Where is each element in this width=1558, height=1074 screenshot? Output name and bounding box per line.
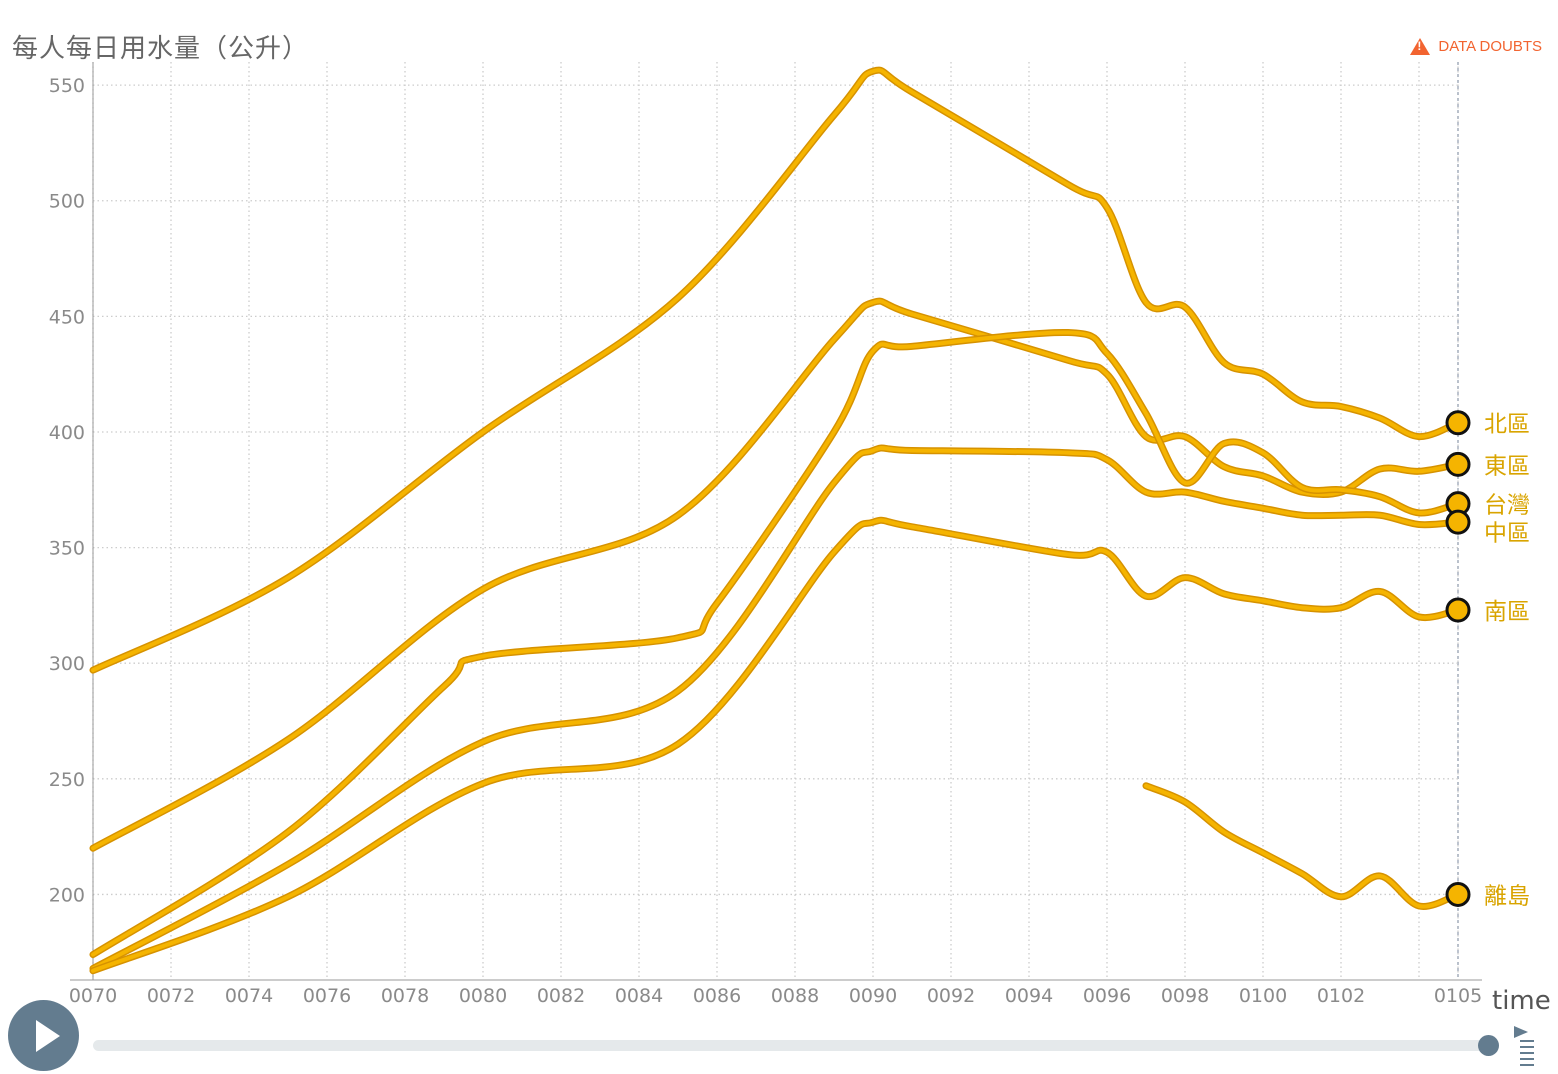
series-line[interactable] <box>91 446 1460 971</box>
y-tick-label: 350 <box>49 538 85 560</box>
timeline-handle[interactable] <box>1478 1035 1499 1056</box>
x-tick-label: 0072 <box>147 985 195 1007</box>
x-tick-label: 0086 <box>693 985 741 1007</box>
series-label[interactable]: 離島 <box>1484 883 1530 909</box>
series-line[interactable] <box>91 299 1460 851</box>
series-markers <box>1445 410 1471 907</box>
warning-triangle-icon <box>1410 38 1431 55</box>
series-label[interactable]: 中區 <box>1484 521 1530 547</box>
x-tick-label: 0096 <box>1083 985 1131 1007</box>
series-label[interactable]: 北區 <box>1484 412 1530 438</box>
y-tick-label: 250 <box>49 769 85 791</box>
series-line-outline <box>1142 782 1462 910</box>
series-end-marker[interactable] <box>1445 509 1471 535</box>
series-line[interactable] <box>91 68 1460 673</box>
series-line[interactable] <box>91 330 1460 957</box>
series-label[interactable]: 南區 <box>1484 599 1530 625</box>
x-tick-label: 0090 <box>849 985 897 1007</box>
y-tick-label: 550 <box>49 75 85 97</box>
y-axis-title: 每人每日用水量（公升） <box>12 34 310 64</box>
series-end-marker[interactable] <box>1445 410 1471 436</box>
x-tick-label: 0074 <box>225 985 273 1007</box>
series-line[interactable] <box>91 518 1460 973</box>
x-tick-label: 0076 <box>303 985 351 1007</box>
x-tick-label: 0084 <box>615 985 663 1007</box>
series-end-marker[interactable] <box>1445 881 1471 907</box>
series-end-marker[interactable] <box>1445 451 1471 477</box>
x-tick-label: 0080 <box>459 985 507 1007</box>
data-doubts-label: DATA DOUBTS <box>1438 38 1542 55</box>
x-tick-label: 0098 <box>1161 985 1209 1007</box>
y-tick-label: 300 <box>49 653 85 675</box>
y-tick-label: 200 <box>49 884 85 906</box>
series-end-marker[interactable] <box>1445 597 1471 623</box>
x-tick-label: 0105 <box>1434 985 1482 1007</box>
series-line[interactable] <box>1144 783 1460 909</box>
x-tick-label: 0100 <box>1239 985 1287 1007</box>
timeline-track[interactable] <box>93 1040 1489 1051</box>
x-tick-label: 0088 <box>771 985 819 1007</box>
y-tick-label: 450 <box>49 306 85 328</box>
series-line-outline <box>89 516 1462 975</box>
series-label[interactable]: 東區 <box>1484 453 1530 479</box>
x-tick-label: 0082 <box>537 985 585 1007</box>
x-tick-label: 0102 <box>1317 985 1365 1007</box>
y-tick-label: 400 <box>49 422 85 444</box>
x-tick-label: 0070 <box>69 985 117 1007</box>
x-tick-label: 0092 <box>927 985 975 1007</box>
x-tick-label: 0094 <box>1005 985 1053 1007</box>
y-tick-label: 500 <box>49 191 85 213</box>
speed-icon[interactable] <box>1512 1026 1536 1066</box>
data-doubts-button[interactable]: DATA DOUBTS <box>1410 38 1542 55</box>
time-axis-label: time <box>1492 986 1551 1016</box>
axes: 0070 0072 0074 0076 0078 0080 0082 0084 0086 0088… <box>49 62 1482 1007</box>
series-lines <box>89 66 1462 975</box>
play-button[interactable] <box>8 1000 79 1071</box>
series-label[interactable]: 台灣 <box>1484 493 1530 519</box>
x-tick-label: 0078 <box>381 985 429 1007</box>
